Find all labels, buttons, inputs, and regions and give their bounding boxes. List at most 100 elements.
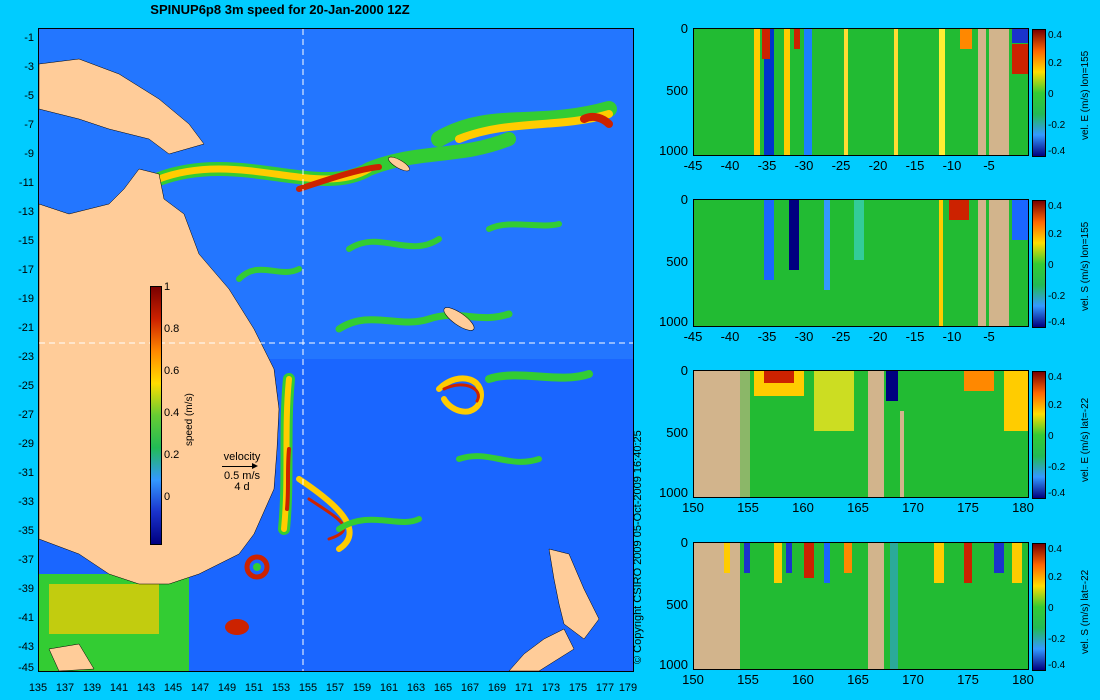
- map-y-tick: -17: [18, 264, 34, 276]
- speed-cbar-tick: 0: [164, 491, 171, 503]
- map-y-tick: -35: [18, 525, 34, 537]
- map-y-tick: -43: [18, 641, 34, 653]
- velocity-arrow-icon: [218, 463, 266, 471]
- panel-1-colorbar: [1032, 29, 1046, 157]
- speed-cbar-tick: 0.8: [164, 323, 180, 335]
- panel-1-x-tick: -20: [868, 158, 888, 173]
- speed-map-canvas: [39, 29, 633, 671]
- panel-2-x-tick: -10: [942, 329, 962, 344]
- panel-4-y-tick: 500: [666, 597, 688, 612]
- section-panel-1: [693, 28, 1029, 156]
- speed-cbar-tick: 1: [164, 281, 171, 293]
- panel-3-cbar-tick: 0.2: [1048, 400, 1062, 411]
- speed-map: [38, 28, 634, 672]
- panel-3-y-tick: 500: [666, 425, 688, 440]
- panel-1-x-tick: -25: [831, 158, 851, 173]
- panel-4-y-tick: 1000: [659, 657, 688, 672]
- panel-2-x-tick: -15: [905, 329, 925, 344]
- panel-3-cbar-tick: 0: [1048, 431, 1054, 442]
- panel-1-cbar-label: vel. E (m/s) lon=155: [1080, 50, 1091, 140]
- panel-3-x-tick: 155: [737, 500, 759, 515]
- panel-1-x-tick: -40: [720, 158, 740, 173]
- panel-4-cbar-tick: -0.2: [1048, 634, 1066, 645]
- map-y-tick: -33: [18, 496, 34, 508]
- panel-2-x-tick: -45: [683, 329, 703, 344]
- panel-2-colorbar: [1032, 200, 1046, 328]
- panel-4-x-tick: 170: [902, 672, 924, 687]
- panel-4-x-tick: 150: [682, 672, 704, 687]
- map-y-tick: -41: [18, 612, 34, 624]
- map-y-tick: -23: [18, 351, 34, 363]
- velocity-key-duration: 4 d: [234, 481, 250, 493]
- velocity-key-title: velocity: [223, 451, 261, 463]
- panel-4-cbar-tick: 0.4: [1048, 544, 1062, 555]
- panel-1-x-tick: -5: [983, 158, 995, 173]
- panel-3-x-tick: 180: [1012, 500, 1034, 515]
- map-x-tick: 141: [109, 682, 129, 694]
- panel-3-x-tick: 165: [847, 500, 869, 515]
- panel-1-x-tick: -30: [794, 158, 814, 173]
- section-panel-4: [693, 542, 1029, 670]
- map-y-tick: -45: [18, 662, 34, 674]
- map-x-tick: 165: [433, 682, 453, 694]
- panel-1-y-tick: 500: [666, 83, 688, 98]
- map-y-tick: -5: [24, 90, 34, 102]
- panel-3-y-tick: 1000: [659, 485, 688, 500]
- map-y-tick: -37: [18, 554, 34, 566]
- panel-4-x-tick: 160: [792, 672, 814, 687]
- panel-1-cbar-tick: 0.2: [1048, 58, 1062, 69]
- panel-3-x-tick: 170: [902, 500, 924, 515]
- panel-3-cbar-tick: -0.4: [1048, 488, 1066, 499]
- panel-3-x-tick: 175: [957, 500, 979, 515]
- panel-1-cbar-tick: 0: [1048, 89, 1054, 100]
- panel-2-x-tick: -30: [794, 329, 814, 344]
- map-y-tick: -29: [18, 438, 34, 450]
- panel-2-x-tick: -20: [868, 329, 888, 344]
- map-x-tick: 167: [460, 682, 480, 694]
- map-x-tick: 175: [568, 682, 588, 694]
- map-x-tick: 179: [618, 682, 638, 694]
- panel-3-y-tick: 0: [680, 363, 688, 378]
- map-x-tick: 155: [298, 682, 318, 694]
- map-x-tick: 157: [325, 682, 345, 694]
- panel-2-x-tick: -35: [757, 329, 777, 344]
- speed-cbar-tick: 0.2: [164, 449, 180, 461]
- map-x-tick: 161: [379, 682, 399, 694]
- panel-3-x-tick: 160: [792, 500, 814, 515]
- panel-3-x-tick: 150: [682, 500, 704, 515]
- panel-1-x-tick: -45: [683, 158, 703, 173]
- map-title: SPINUP6p8 3m speed for 20-Jan-2000 12Z: [150, 2, 410, 17]
- panel-4-cbar-tick: -0.4: [1048, 660, 1066, 671]
- panel-2-cbar-label: vel. S (m/s) lon=155: [1080, 221, 1091, 311]
- panel-3-colorbar: [1032, 371, 1046, 499]
- panel-2-cbar-tick: 0.2: [1048, 229, 1062, 240]
- map-y-tick: -25: [18, 380, 34, 392]
- section-panel-3: [693, 370, 1029, 498]
- map-x-tick: 153: [271, 682, 291, 694]
- copyright-text: © Copyright CSIRO 2009 05-Oct-2009 16:40…: [632, 430, 644, 664]
- speed-colorbar: [150, 286, 162, 545]
- map-y-tick: -13: [18, 206, 34, 218]
- speed-cbar-tick: 0.4: [164, 407, 180, 419]
- panel-2-x-tick: -25: [831, 329, 851, 344]
- map-x-tick: 159: [352, 682, 372, 694]
- map-x-tick: 177: [595, 682, 615, 694]
- panel-2-y-tick: 500: [666, 254, 688, 269]
- panel-2-y-tick: 1000: [659, 314, 688, 329]
- map-y-tick: -19: [18, 293, 34, 305]
- panel-2-y-tick: 0: [680, 192, 688, 207]
- map-y-tick: -31: [18, 467, 34, 479]
- panel-4-x-tick: 165: [847, 672, 869, 687]
- panel-2-cbar-tick: -0.2: [1048, 291, 1066, 302]
- panel-4-colorbar: [1032, 543, 1046, 671]
- panel-4-x-tick: 180: [1012, 672, 1034, 687]
- panel-4-cbar-tick: 0: [1048, 603, 1054, 614]
- map-x-tick: 135: [28, 682, 48, 694]
- panel-2-cbar-tick: 0: [1048, 260, 1054, 271]
- map-x-tick: 147: [190, 682, 210, 694]
- map-x-tick: 151: [244, 682, 264, 694]
- map-y-tick: -11: [18, 177, 34, 189]
- panel-2-cbar-tick: -0.4: [1048, 317, 1066, 328]
- panel-2-x-tick: -40: [720, 329, 740, 344]
- map-y-tick: -15: [18, 235, 34, 247]
